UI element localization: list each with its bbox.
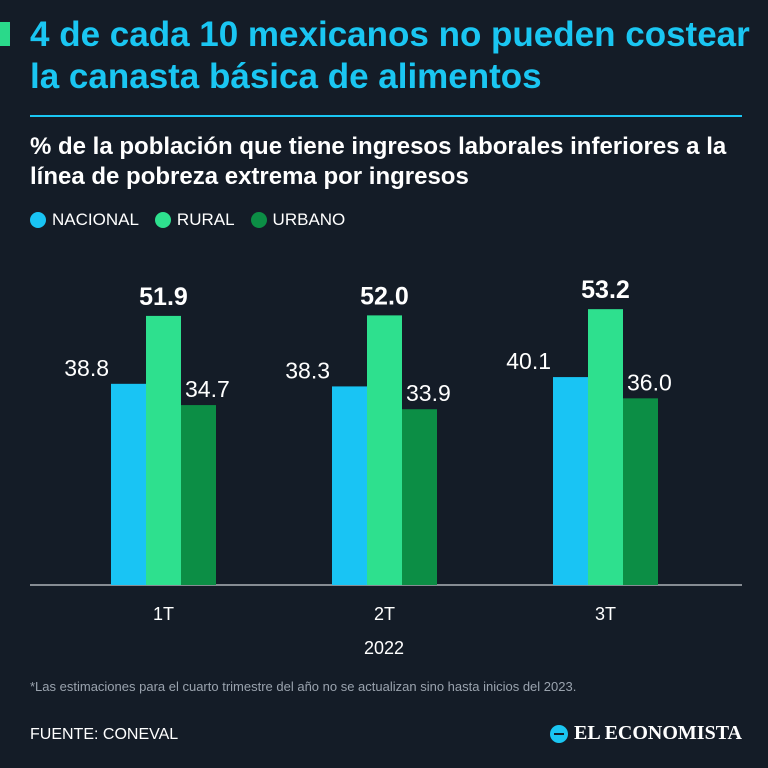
legend-swatch-urbano [250, 212, 267, 228]
data-label-rural-3t: 53.2 [581, 276, 630, 304]
bar-nacional-3t [553, 377, 588, 585]
chart-legend: NACIONAL RURAL URBANO [30, 210, 361, 230]
bar-rural-1t [146, 315, 181, 585]
source-credit: FUENTE: CONEVAL [30, 726, 179, 743]
legend-swatch-rural [154, 212, 171, 228]
legend-label-rural: RURAL [176, 210, 235, 229]
legend-label-nacional: NACIONAL [52, 210, 139, 229]
data-label-rural-1t: 51.9 [139, 283, 188, 311]
x-tick-label-3t: 3T [595, 604, 616, 624]
brand-e-icon [550, 724, 568, 743]
legend-item-urbano: URBANO [250, 210, 346, 230]
page-title: 4 de cada 10 mexicanos no pueden costear… [30, 15, 750, 96]
bar-rural-3t [588, 309, 623, 585]
brand-name: EL ECONOMISTA [574, 722, 742, 744]
x-tick-label-2t: 2T [374, 604, 395, 624]
bar-rural-2t [367, 315, 402, 585]
x-tick-label-1t: 1T [153, 604, 174, 624]
bar-urbano-2t [402, 409, 437, 585]
title-accent-bar [0, 22, 10, 46]
legend-item-rural: RURAL [154, 210, 235, 230]
bar-chart: 38.8 51.9 34.7 1T 38.3 52.0 33.9 2T 40.1 53.2 36.0… [30, 276, 742, 658]
data-label-rural-2t: 52.0 [360, 282, 409, 310]
data-label-nacional-3t: 40.1 [506, 348, 551, 374]
bar-nacional-1t [111, 383, 146, 585]
title-divider [30, 115, 742, 117]
x-axis-label: 2022 [364, 638, 404, 658]
bar-nacional-2t [332, 386, 367, 585]
legend-swatch-nacional [30, 212, 46, 228]
data-label-nacional-1t: 38.8 [64, 355, 109, 381]
footnote: *Las estimaciones para el cuarto trimest… [30, 679, 577, 694]
bar-urbano-3t [623, 398, 658, 585]
chart-subtitle: % de la población que tiene ingresos lab… [30, 133, 727, 190]
legend-label-urbano: URBANO [272, 210, 346, 229]
bar-urbano-1t [181, 405, 216, 585]
data-label-urbano-3t: 36.0 [627, 369, 672, 395]
data-label-nacional-2t: 38.3 [285, 357, 330, 383]
data-label-urbano-2t: 33.9 [406, 380, 451, 406]
brand-logo: EL ECONOMISTA [550, 722, 742, 745]
legend-item-nacional: NACIONAL [30, 210, 139, 230]
data-label-urbano-1t: 34.7 [185, 376, 230, 402]
